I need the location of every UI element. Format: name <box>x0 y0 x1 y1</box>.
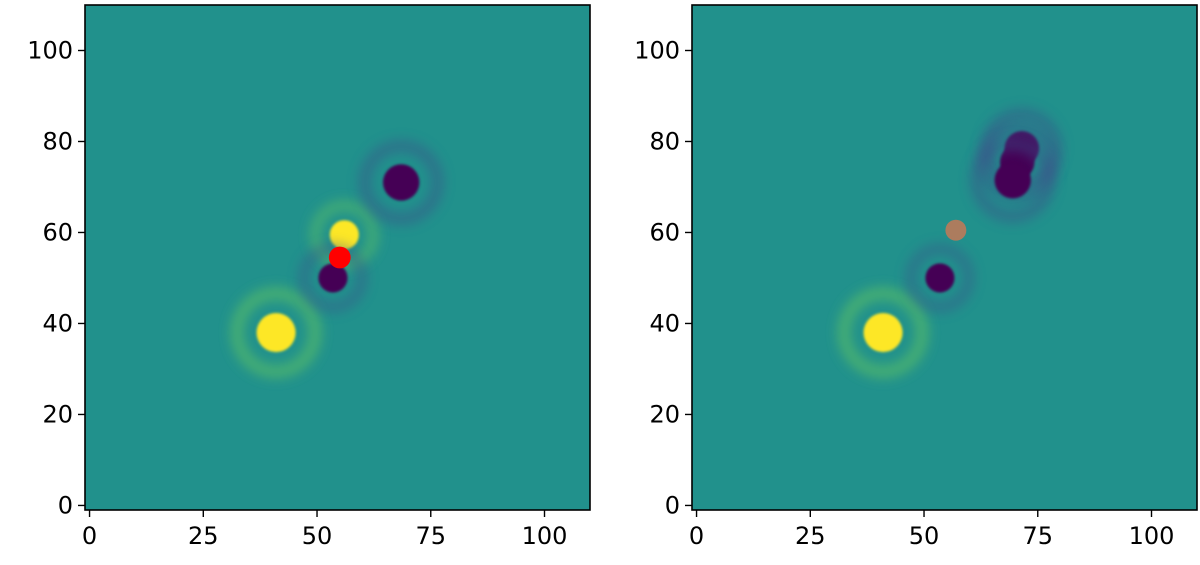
blob-halo <box>906 244 974 312</box>
image-area <box>692 5 1197 510</box>
y-tick-label: 60 <box>42 218 73 246</box>
y-tick-label: 60 <box>649 218 680 246</box>
blob-halo <box>838 287 929 378</box>
negative-blob <box>994 161 1031 199</box>
negative-blob <box>382 164 420 201</box>
x-tick-label: 75 <box>1022 522 1053 550</box>
positive-blob <box>256 313 296 353</box>
blob-halo <box>359 140 444 225</box>
y-tick-label: 80 <box>42 127 73 155</box>
blob-halo <box>231 287 322 378</box>
x-tick-label: 100 <box>522 522 568 550</box>
x-tick-label: 50 <box>302 522 333 550</box>
position-marker <box>328 246 351 269</box>
y-tick-label: 20 <box>42 400 73 428</box>
x-tick-label: 0 <box>82 522 97 550</box>
panel-2: 0 25 50 75 100 0 20 40 60 80 100 <box>634 4 1198 550</box>
position-marker <box>945 219 967 241</box>
y-tick-label: 0 <box>58 491 73 519</box>
positive-blob <box>863 313 903 353</box>
x-tick-label: 50 <box>909 522 940 550</box>
image-area <box>85 5 590 510</box>
blob-halo <box>970 138 1055 223</box>
blob-halo <box>299 244 367 312</box>
negative-blob <box>318 263 348 293</box>
y-tick-label: 40 <box>649 309 680 337</box>
axes-frame <box>691 4 1198 511</box>
x-tick-label: 0 <box>689 522 704 550</box>
y-tick-label: 100 <box>634 36 680 64</box>
y-tick-label: 0 <box>665 491 680 519</box>
x-tick-label: 25 <box>795 522 826 550</box>
image-background <box>692 5 1197 510</box>
negative-blob <box>925 263 955 293</box>
panel-1: 0 25 50 75 100 0 20 40 60 80 100 <box>27 4 591 550</box>
x-tick-label: 100 <box>1129 522 1175 550</box>
y-tick-label: 100 <box>27 36 73 64</box>
y-tick-label: 20 <box>649 400 680 428</box>
positive-blob <box>329 220 359 250</box>
y-tick-label: 80 <box>649 127 680 155</box>
axes-frame <box>84 4 591 511</box>
x-tick-label: 75 <box>415 522 446 550</box>
x-tick-label: 25 <box>188 522 219 550</box>
y-tick-label: 40 <box>42 309 73 337</box>
